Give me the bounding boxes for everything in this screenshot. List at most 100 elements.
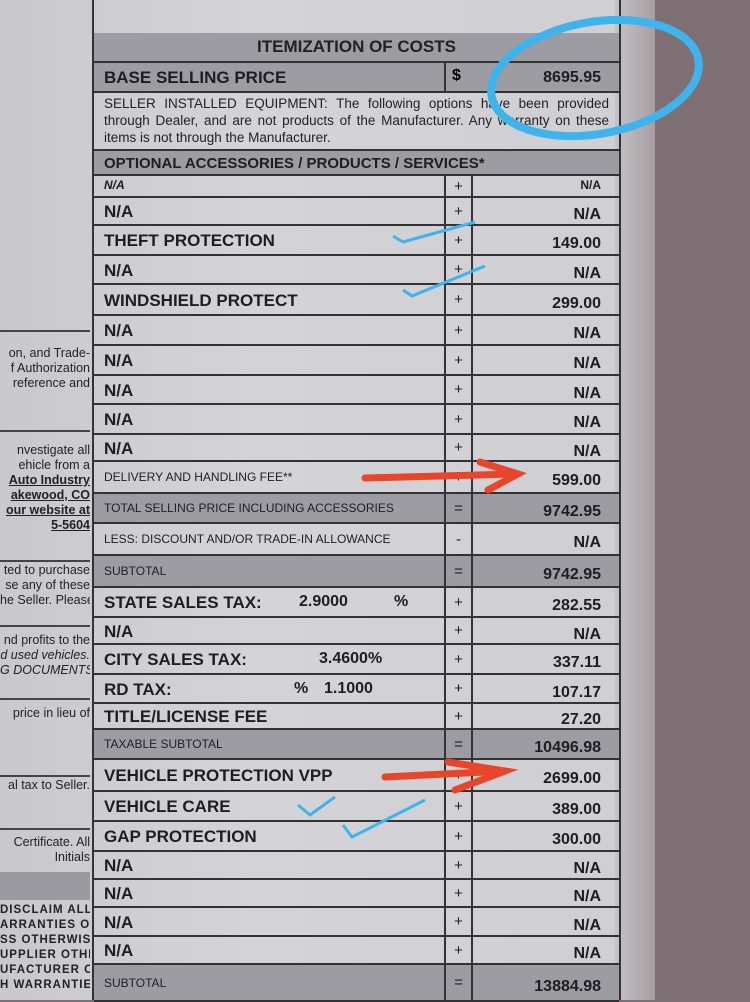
divider (0, 698, 90, 700)
divider (0, 775, 90, 777)
row-amount: 299.00 (552, 295, 601, 312)
optional-header-label: OPTIONAL ACCESSORIES / PRODUCTS / SERVIC… (104, 155, 485, 172)
table-row: CITY SALES TAX: 3.4600% +337.11 (94, 645, 619, 675)
left-text-line: 5-5604 (51, 518, 90, 532)
table-row: N/A + N/A (94, 435, 619, 462)
row-label: N/A (104, 261, 134, 280)
operator-symbol: + (444, 645, 473, 673)
table-row: N/A + N/A (94, 316, 619, 346)
left-text-line: SS OTHERWISE (0, 934, 90, 946)
operator-symbol: + (444, 880, 473, 906)
base-selling-price-row: BASE SELLING PRICE $ 8695.95 (94, 63, 619, 93)
left-text-line: nd profits to the (3, 633, 90, 647)
dollar-sign: $ (444, 63, 539, 91)
table-row: STATE SALES TAX: 2.9000% +282.55 (94, 588, 619, 618)
operator-symbol: = (444, 965, 473, 1000)
operator-symbol: + (444, 462, 473, 492)
left-text-line: al tax to Seller. (8, 778, 90, 792)
table-row: N/A + N/A (94, 937, 619, 965)
row-amount: N/A (573, 355, 601, 372)
operator-symbol: + (444, 852, 473, 878)
seller-text: SELLER INSTALLED EQUIPMENT: The followin… (104, 96, 609, 145)
operator-symbol: + (444, 256, 473, 283)
table-row: N/A + N/A (94, 880, 619, 908)
operator-symbol: + (444, 704, 473, 728)
row-amount: N/A (573, 534, 601, 551)
row-amount: 9742.95 (543, 566, 601, 583)
table-row: VEHICLE PROTECTION VPP +2699.00 (94, 760, 619, 792)
left-text-line: f Authorization (10, 361, 90, 375)
table-row: N/A + N/A (94, 198, 619, 226)
left-text-line: reference and (12, 376, 90, 390)
left-text-line: Certificate. All (13, 835, 90, 849)
row-label: RD TAX: (104, 680, 172, 699)
table-row: N/A + N/A (94, 618, 619, 645)
row-label: VEHICLE PROTECTION VPP (104, 766, 333, 785)
table-row: N/A + N/A (94, 405, 619, 435)
row-amount: N/A (573, 414, 601, 431)
row-amount: N/A (573, 888, 601, 905)
row-label: LESS: DISCOUNT AND/OR TRADE-IN ALLOWANCE (104, 532, 391, 546)
table-row: N/A + N/A (94, 346, 619, 376)
left-text-line: se any of these (5, 578, 90, 592)
row-label: VEHICLE CARE (104, 797, 231, 816)
operator-symbol: = (444, 730, 473, 758)
operator-symbol: + (444, 405, 473, 433)
row-label: N/A (104, 884, 134, 903)
row-amount: 9742.95 (543, 503, 601, 520)
left-text-line: Auto Industry (8, 473, 90, 487)
operator-symbol: + (444, 792, 473, 820)
divider (0, 625, 90, 627)
left-text-line: UFACTURER OR (0, 964, 90, 976)
table-row: SUBTOTAL = 13884.98 (94, 965, 619, 1002)
row-amount: N/A (573, 325, 601, 342)
row-label: N/A (104, 202, 134, 221)
itemization-title: ITEMIZATION OF COSTS (257, 37, 456, 56)
row-amount: N/A (573, 443, 601, 460)
row-label: TAXABLE SUBTOTAL (104, 737, 223, 751)
left-text-line: H WARRANTIES. (0, 979, 90, 991)
row-amount: N/A (573, 265, 601, 282)
table-row: THEFT PROTECTION +149.00 (94, 226, 619, 256)
row-label: N/A (104, 622, 134, 641)
table-row: GAP PROTECTION +300.00 (94, 822, 619, 852)
row-amount: 282.55 (552, 597, 601, 614)
operator-symbol: + (444, 346, 473, 374)
row-label: N/A (104, 856, 134, 875)
divider (0, 560, 90, 562)
tax-rate: 1.1000 (324, 680, 373, 697)
row-amount: N/A (573, 385, 601, 402)
row-label: TOTAL SELLING PRICE INCLUDING ACCESSORIE… (104, 501, 394, 515)
row-amount: 10496.98 (534, 739, 601, 756)
left-text-line: d used vehicles. (0, 648, 90, 662)
row-label: TITLE/LICENSE FEE (104, 707, 268, 726)
operator-symbol: + (444, 675, 473, 702)
row-amount: 2699.00 (543, 770, 601, 787)
table-row: RD TAX: 1.1000% +107.17 (94, 675, 619, 704)
operator-symbol: + (444, 285, 473, 314)
row-label: SUBTOTAL (104, 976, 167, 990)
operator-symbol: + (444, 316, 473, 344)
seller-installed-equipment-note: SELLER INSTALLED EQUIPMENT: The followin… (94, 93, 619, 151)
operator-symbol: = (444, 556, 473, 586)
row-label: STATE SALES TAX: (104, 593, 262, 612)
operator-symbol: + (444, 618, 473, 643)
row-label: N/A (104, 913, 134, 932)
table-row: TOTAL SELLING PRICE INCLUDING ACCESSORIE… (94, 494, 619, 524)
row-label: N/A (104, 439, 134, 458)
row-label: N/A (104, 351, 134, 370)
left-text-line: ARRANTIES OF (0, 919, 90, 931)
table-row: DELIVERY AND HANDLING FEE** +599.00 (94, 462, 619, 494)
row-amount: 13884.98 (534, 978, 601, 995)
divider (0, 828, 90, 830)
row-label: THEFT PROTECTION (104, 231, 275, 250)
row-amount: 107.17 (552, 684, 601, 701)
row-amount: 337.11 (552, 654, 601, 671)
itemization-header: ITEMIZATION OF COSTS (94, 33, 619, 63)
tax-rate: 2.9000 (299, 593, 348, 610)
itemization-table: ITEMIZATION OF COSTS BASE SELLING PRICE … (92, 0, 621, 1002)
operator-symbol: = (444, 494, 473, 522)
base-price-amount: 8695.95 (543, 69, 601, 86)
operator-symbol: + (444, 760, 473, 790)
table-row: N/A + N/A (94, 256, 619, 285)
